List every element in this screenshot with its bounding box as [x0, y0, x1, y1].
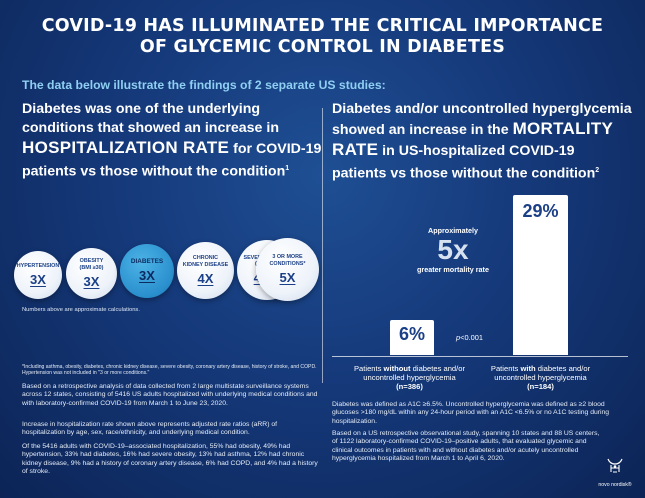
- p-value: p<0.001: [456, 333, 483, 342]
- circle-value: 3X: [139, 268, 155, 284]
- approximate-note: Numbers above are approximate calculatio…: [22, 307, 140, 313]
- circle-value: 3X: [30, 272, 46, 288]
- group-pre: Patients: [353, 364, 384, 373]
- page-title: COVID-19 HAS ILLUMINATED THE CRITICAL IM…: [0, 16, 645, 58]
- column-divider: [322, 108, 323, 383]
- circle-value: 3X: [83, 273, 100, 289]
- group-label-without: Patients without diabetes and/or uncontr…: [342, 364, 477, 391]
- approx-label: Approximately: [428, 226, 478, 235]
- logo-text: novo nordisk®: [598, 482, 632, 488]
- mortality-multiplier: Approximately 5x greater mortality rate: [408, 226, 498, 274]
- approx-caption: greater mortality rate: [417, 265, 489, 274]
- hospitalization-heading-big: HOSPITALIZATION RATE: [22, 138, 230, 157]
- bar-value: 29%: [522, 201, 559, 221]
- approx-value: 5x: [437, 234, 469, 265]
- group-n: (n=184): [527, 382, 554, 391]
- circle-chronic-kidney-disease: CHRONIC KIDNEY DISEASE 4X: [177, 242, 234, 299]
- mortality-heading-pre: Diabetes and/or uncontrolled hyperglycem…: [332, 101, 632, 138]
- p-value-number: <0.001: [460, 333, 483, 342]
- condition-circles: HYPERTENSION 3X OBESITY (BMI ≥30) 3X DIA…: [14, 238, 319, 308]
- novo-nordisk-logo: novo nordisk®: [590, 455, 640, 488]
- mortality-heading-sup: 2: [595, 167, 600, 174]
- circle-value: 5X: [279, 269, 296, 285]
- group-post: diabetes and/or uncontrolled hyperglycem…: [363, 364, 466, 382]
- hospitalization-heading-sup: 1: [285, 165, 290, 172]
- bar-with-diabetes: 29%: [513, 195, 568, 355]
- group-bold: with: [520, 364, 536, 373]
- title-line-2: OF GLYCEMIC CONTROL IN DIABETES: [139, 37, 506, 57]
- title-line-1: COVID-19 HAS ILLUMINATED THE CRITICAL IM…: [41, 16, 604, 36]
- hospitalization-heading: Diabetes was one of the underlying condi…: [22, 100, 322, 182]
- group-bold: without: [383, 364, 411, 373]
- chart-baseline: [332, 356, 628, 357]
- group-pre: Patients: [490, 364, 521, 373]
- diabetes-definition: Diabetes was defined as A1C ≥6.5%. Uncon…: [332, 401, 610, 425]
- group-post: diabetes and/or uncontrolled hyperglycem…: [494, 364, 591, 382]
- circle-hypertension: HYPERTENSION 3X: [14, 251, 62, 299]
- hospitalization-rate-explanation: Increase in hospitalization rate shown a…: [22, 421, 278, 437]
- study-1-description: Based on a retrospective analysis of dat…: [22, 383, 318, 407]
- study-2-description: Based on a US retrospective observationa…: [332, 430, 600, 463]
- mortality-heading-post: in US-hospitalized COVID-19 patients vs …: [332, 143, 596, 182]
- circle-label: 3 OR MORE CONDITIONS*: [269, 254, 306, 267]
- hospitalization-breakdown: Of the 5416 adults with COVID-19–associa…: [22, 443, 318, 476]
- apis-bull-logo-icon: [607, 458, 623, 473]
- circle-label: CHRONIC KIDNEY DISEASE: [182, 255, 229, 268]
- subtitle: The data below illustrate the findings o…: [22, 78, 386, 92]
- circle-label: OBESITY (BMI ≥30): [79, 258, 104, 271]
- circle-label: DIABETES: [130, 257, 164, 265]
- hospitalization-heading-post: for COVID-19 patients vs those without t…: [22, 141, 322, 180]
- bar-without-diabetes: 6%: [390, 320, 434, 355]
- circle-value: 4X: [197, 270, 214, 286]
- circle-diabetes: DIABETES 3X: [120, 244, 174, 298]
- p-symbol: p: [456, 333, 461, 342]
- group-n: (n=386): [396, 382, 423, 391]
- circle-3-or-more-conditions: 3 OR MORE CONDITIONS* 5X: [256, 238, 319, 301]
- group-label-with: Patients with diabetes and/or uncontroll…: [473, 364, 608, 391]
- circle-label: HYPERTENSION: [16, 262, 60, 269]
- hospitalization-heading-pre: Diabetes was one of the underlying condi…: [22, 101, 279, 136]
- bar-value: 6%: [398, 324, 425, 344]
- mortality-heading-big: MORTALITY RATE: [332, 119, 613, 159]
- conditions-footnote: *Including asthma, obesity, diabetes, ch…: [22, 364, 317, 377]
- circle-obesity: OBESITY (BMI ≥30) 3X: [66, 248, 117, 299]
- mortality-heading: Diabetes and/or uncontrolled hyperglycem…: [332, 100, 632, 184]
